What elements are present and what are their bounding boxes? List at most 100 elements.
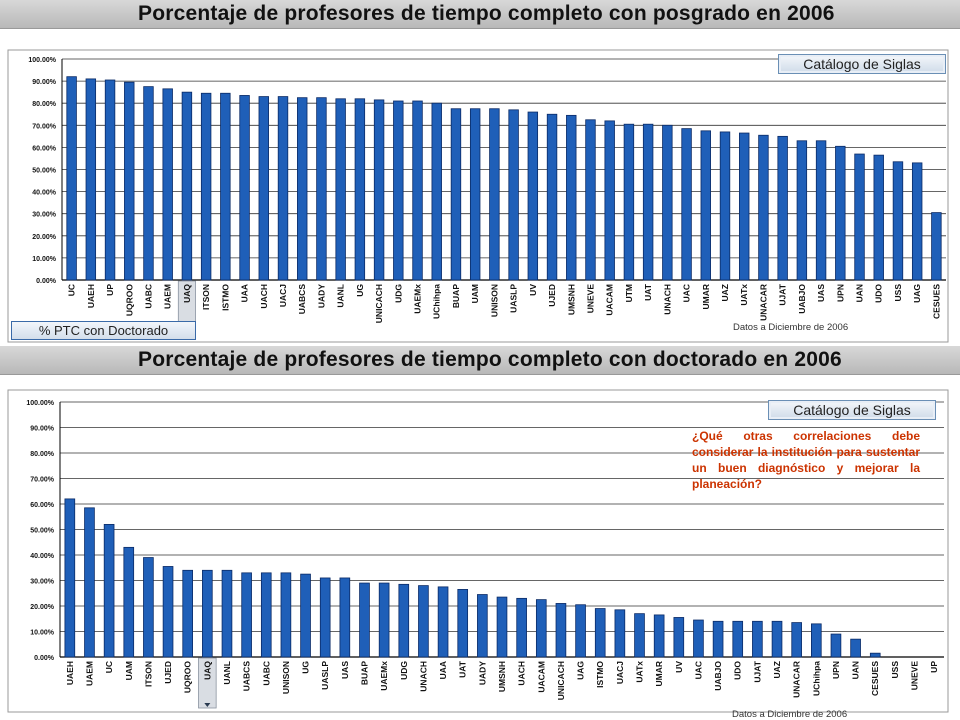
bar-uatx	[634, 613, 645, 658]
bar-uac	[693, 619, 704, 658]
bar-buap	[450, 108, 462, 281]
y-tick-label: 50.00%	[32, 168, 57, 175]
x-tick-label: UACAM	[536, 661, 546, 693]
x-tick-label: UAC	[693, 661, 703, 679]
x-tick-label: UAT	[643, 283, 653, 301]
x-tick-label: UJAT	[752, 660, 762, 682]
bar-uan	[854, 153, 865, 281]
x-tick-label: UABJO	[797, 284, 807, 314]
x-tick-label: UNICACH	[556, 661, 566, 700]
x-tick-label: UAM	[124, 661, 134, 680]
x-tick-label: UABCS	[242, 661, 252, 692]
bar-uatx	[739, 132, 750, 281]
x-tick-label: BUAP	[451, 284, 461, 308]
x-tick-label: UABC	[143, 284, 153, 309]
x-tick-label: UASLP	[320, 661, 330, 690]
x-tick-label: UV	[674, 661, 684, 673]
bar-uacj	[277, 96, 289, 281]
x-tick-label: UAM	[470, 284, 480, 303]
x-tick-label: UACH	[259, 284, 269, 309]
question-note: ¿Qué otras correlaciones debe considerar…	[692, 429, 920, 491]
x-tick-label: UNACAR	[792, 661, 802, 698]
x-tick-label: UJED	[547, 284, 557, 307]
bar-uqroo	[124, 81, 135, 281]
bar-unacar	[758, 134, 769, 281]
y-tick-label: 40.00%	[30, 553, 55, 560]
bar-utm	[623, 123, 635, 281]
x-tick-label: UAT	[458, 660, 468, 678]
bar-ug	[354, 98, 366, 281]
bottom-date-label: Datos a Diciembre de 2006	[732, 709, 848, 720]
bar-uaa	[437, 586, 449, 658]
bar-buap	[359, 582, 370, 658]
x-tick-label: UG	[301, 661, 311, 674]
bar-uaq	[181, 91, 193, 281]
bar-ujed	[546, 113, 558, 281]
x-tick-label: UDO	[874, 284, 884, 303]
bar-uabcs	[241, 572, 252, 658]
catalog-button-bottom[interactable]: Catálogo de Siglas	[768, 400, 936, 420]
x-tick-label: UQROO	[183, 661, 193, 694]
bar-uaem	[162, 88, 173, 281]
bar-uabc	[143, 86, 154, 281]
y-tick-label: 100.00%	[28, 57, 56, 64]
bar-uaemx	[412, 100, 423, 281]
x-tick-label: UANL	[222, 661, 232, 685]
bar-uas	[339, 577, 351, 658]
bar-uach	[258, 96, 269, 281]
x-tick-label: UAEMx	[379, 661, 389, 691]
bar-uam	[469, 108, 481, 281]
bar-up	[104, 79, 116, 281]
y-tick-label: 20.00%	[30, 604, 55, 611]
y-tick-label: 0.00%	[36, 278, 57, 285]
y-tick-label: 70.00%	[32, 123, 57, 130]
bar-uaem	[84, 507, 95, 658]
bar-uaq	[202, 569, 213, 658]
x-tick-label: UDO	[733, 661, 743, 680]
bar-uchihpa	[431, 102, 442, 281]
x-tick-label: UAEM	[84, 661, 94, 686]
x-tick-label: UPN	[835, 284, 845, 302]
bar-uchihpa	[811, 623, 822, 658]
bar-uaz	[771, 620, 783, 658]
bar-uas	[815, 140, 827, 281]
bar-itson	[143, 557, 154, 658]
top-chart-title-bar: Porcentaje de profesores de tiempo compl…	[0, 0, 960, 29]
bar-ujat	[752, 620, 763, 658]
x-tick-label: UAEH	[86, 284, 96, 308]
x-tick-label: UATx	[739, 284, 749, 306]
y-tick-label: 70.00%	[30, 477, 55, 484]
bar-umar	[653, 614, 665, 658]
x-tick-label: UAS	[816, 284, 826, 302]
x-tick-label: UAEM	[163, 284, 173, 309]
plot-frame	[7, 389, 949, 713]
bar-uaslp	[508, 109, 519, 281]
x-tick-label: UAN	[851, 661, 861, 679]
catalog-button-top[interactable]: Catálogo de Siglas	[778, 54, 946, 74]
bar-uaslp	[319, 577, 331, 658]
bar-uac	[681, 128, 692, 281]
x-tick-label: UJED	[163, 661, 173, 684]
x-tick-label: UAG	[576, 661, 586, 680]
y-tick-label: 50.00%	[30, 528, 55, 535]
x-tick-label: UDG	[399, 661, 409, 680]
x-tick-label: ITSON	[143, 661, 153, 687]
y-tick-label: 10.00%	[32, 256, 57, 263]
bar-uabc	[260, 572, 272, 658]
bar-uss	[892, 161, 904, 281]
bar-uady	[316, 97, 327, 281]
highlight-box[interactable]	[198, 657, 217, 709]
bar-udo	[873, 154, 884, 281]
y-tick-label: 0.00%	[34, 655, 55, 662]
bar-ujat	[777, 135, 788, 281]
x-tick-label: UAS	[340, 661, 350, 679]
bar-cesues	[869, 652, 881, 658]
bar-uacj	[614, 609, 626, 658]
doctorado-link-button[interactable]: % PTC con Doctorado	[11, 321, 196, 340]
bar-unach	[418, 585, 429, 658]
y-tick-label: 60.00%	[30, 502, 55, 509]
bottom-chart: 0.00% 10.00% 20.00% 30.00% 40.00% 50.00% 60.00…	[7, 389, 949, 713]
bar-umsnh	[566, 114, 577, 281]
bar-uv	[673, 617, 685, 658]
x-tick-label: UNISON	[489, 284, 499, 317]
